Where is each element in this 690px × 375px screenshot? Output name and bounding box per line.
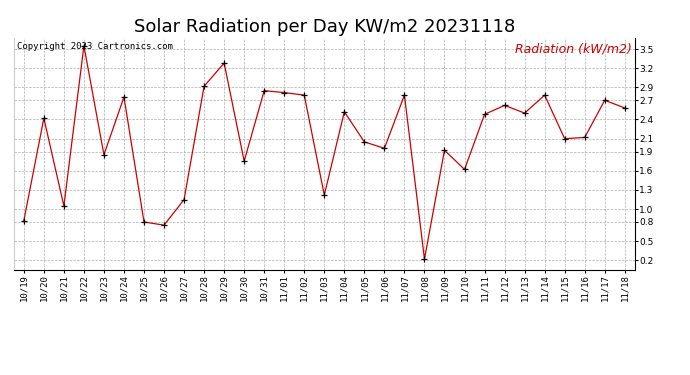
Text: Radiation (kW/m2): Radiation (kW/m2)	[515, 42, 632, 55]
Text: Copyright 2023 Cartronics.com: Copyright 2023 Cartronics.com	[17, 42, 172, 51]
Title: Solar Radiation per Day KW/m2 20231118: Solar Radiation per Day KW/m2 20231118	[134, 18, 515, 36]
